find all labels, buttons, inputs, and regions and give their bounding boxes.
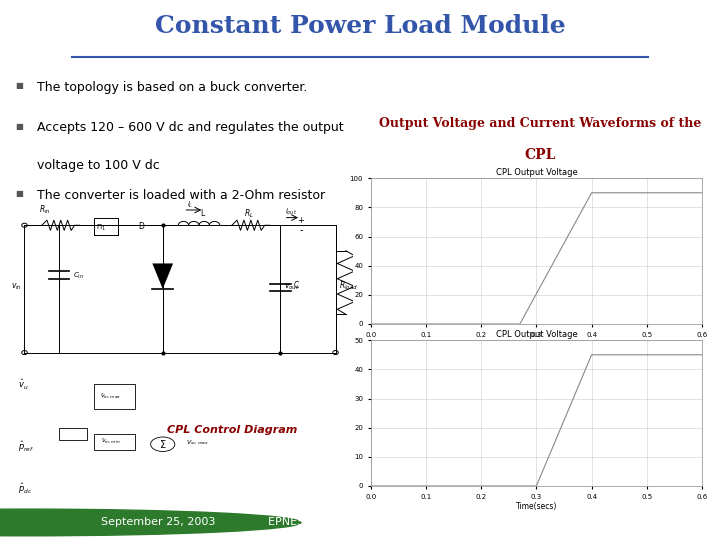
Text: Output Voltage and Current Waveforms of the: Output Voltage and Current Waveforms of … bbox=[379, 117, 701, 130]
Text: C: C bbox=[294, 281, 300, 289]
Text: L: L bbox=[200, 210, 204, 218]
Text: $V_{sc,max}$: $V_{sc,max}$ bbox=[186, 439, 209, 447]
X-axis label: Time(secs): Time(secs) bbox=[516, 502, 557, 511]
Text: Accepts 120 – 600 V dc and regulates the output: Accepts 120 – 600 V dc and regulates the… bbox=[37, 122, 344, 134]
Bar bbox=[94, 384, 135, 409]
Text: ■: ■ bbox=[15, 81, 23, 90]
Text: $\hat{v}_{in,min}$: $\hat{v}_{in,min}$ bbox=[101, 436, 121, 445]
Circle shape bbox=[0, 509, 301, 536]
Text: $\Pi_1$: $\Pi_1$ bbox=[96, 222, 106, 233]
Bar bbox=[59, 428, 86, 440]
Text: The topology is based on a buck converter.: The topology is based on a buck converte… bbox=[37, 81, 308, 94]
Text: 40: 40 bbox=[683, 515, 698, 528]
Text: $i_L$: $i_L$ bbox=[187, 200, 194, 210]
Polygon shape bbox=[153, 264, 173, 289]
Text: The converter is loaded with a 2-Ohm resistor: The converter is loaded with a 2-Ohm res… bbox=[37, 189, 325, 202]
Text: voltage to 100 V dc: voltage to 100 V dc bbox=[37, 159, 160, 172]
Text: D: D bbox=[138, 222, 145, 231]
Text: $i_{out}$: $i_{out}$ bbox=[285, 207, 297, 217]
Text: September 25, 2003: September 25, 2003 bbox=[101, 517, 215, 526]
Text: $\hat{v}_{in,max}$: $\hat{v}_{in,max}$ bbox=[100, 390, 122, 400]
Title: CPL Output Voltage: CPL Output Voltage bbox=[495, 330, 577, 340]
Bar bbox=[94, 218, 118, 235]
Text: ■: ■ bbox=[15, 122, 23, 131]
Text: $\hat{v}_u$: $\hat{v}_u$ bbox=[17, 378, 28, 392]
Text: $C_{in}$: $C_{in}$ bbox=[73, 271, 84, 281]
Text: Constant Power Load Module: Constant Power Load Module bbox=[155, 14, 565, 38]
Text: CPL Control Diagram: CPL Control Diagram bbox=[166, 425, 297, 435]
Text: $v_{out}$: $v_{out}$ bbox=[284, 282, 299, 292]
Text: -: - bbox=[300, 225, 302, 235]
Text: ■: ■ bbox=[15, 189, 23, 198]
Text: $R_{in}$: $R_{in}$ bbox=[40, 204, 51, 217]
Text: $R_{load}$: $R_{load}$ bbox=[339, 280, 358, 292]
Bar bbox=[94, 434, 135, 450]
Text: $v_{in}$: $v_{in}$ bbox=[11, 282, 22, 292]
Title: CPL Output Voltage: CPL Output Voltage bbox=[495, 168, 577, 178]
Text: EPNES: Intelligent Power Routers: EPNES: Intelligent Power Routers bbox=[269, 517, 451, 526]
Text: CPL: CPL bbox=[524, 148, 556, 162]
Text: $\Sigma$: $\Sigma$ bbox=[159, 438, 166, 450]
Text: $\hat{p}_{dc}$: $\hat{p}_{dc}$ bbox=[17, 481, 32, 496]
Text: $R_L$: $R_L$ bbox=[244, 207, 254, 220]
Text: $\hat{p}_{ref}$: $\hat{p}_{ref}$ bbox=[17, 440, 34, 455]
Text: +: + bbox=[297, 215, 305, 225]
